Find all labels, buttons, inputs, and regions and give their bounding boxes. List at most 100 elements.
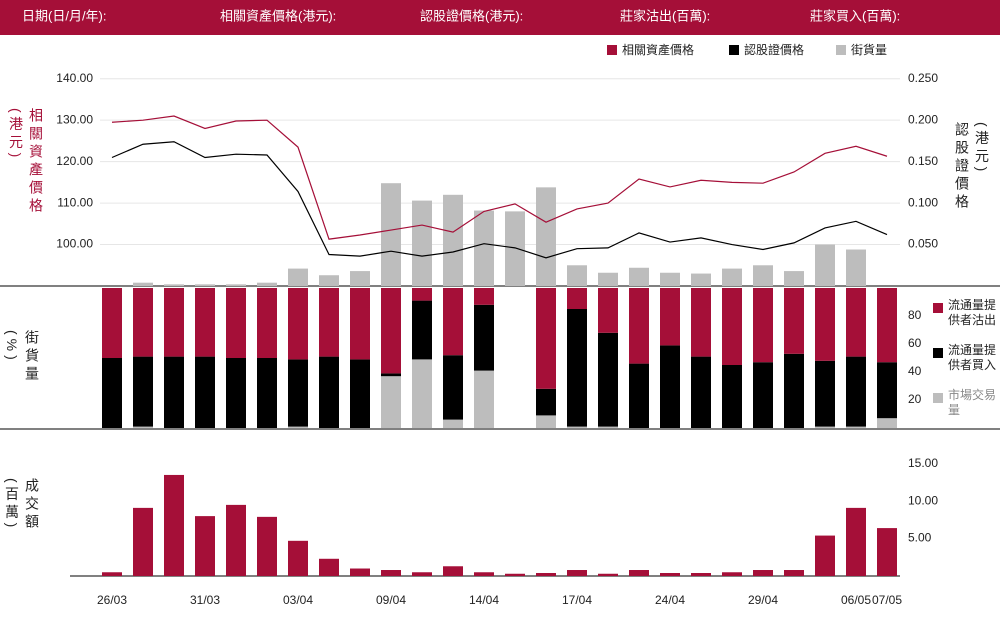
turnover-bar: [877, 528, 897, 576]
turnover-bar: [164, 474, 184, 576]
share-bar: [567, 288, 587, 309]
turnover-bar: [288, 540, 308, 576]
share-bar: [536, 288, 556, 389]
share-bar: [846, 426, 866, 428]
header-label: 莊家沽出(百萬):: [620, 8, 710, 23]
header-bar: [0, 0, 1000, 35]
y2-tick-label: 0.100: [908, 195, 938, 209]
share-bar: [288, 426, 308, 428]
x-tick-label: 24/04: [655, 593, 685, 607]
y-tick-label: 10.00: [908, 493, 938, 507]
share-bar: [474, 370, 494, 428]
y2-tick-label: 0.200: [908, 112, 938, 126]
y-axis-label: 相關資產價格(港元): [8, 108, 44, 216]
stock-bar: [536, 187, 556, 286]
header-label: 認股證價格(港元):: [420, 8, 523, 23]
share-bar: [598, 332, 618, 427]
share-bar: [784, 353, 804, 428]
share-bar: [722, 365, 742, 428]
share-bar: [381, 376, 401, 428]
stock-bar: [567, 265, 587, 286]
turnover-bar: [443, 566, 463, 576]
legend-swatch: [933, 348, 943, 358]
legend-swatch: [607, 45, 617, 55]
share-bar: [629, 288, 649, 364]
share-bar: [164, 288, 184, 357]
legend-label: 市場交易量: [948, 388, 997, 417]
legend-swatch: [933, 393, 943, 403]
stock-bar: [443, 194, 463, 286]
turnover-bar: [195, 516, 215, 576]
share-bar: [412, 359, 432, 428]
legend-swatch: [933, 303, 943, 313]
header-label: 相關資產價格(港元):: [220, 8, 336, 23]
share-bar: [474, 288, 494, 305]
share-bar: [133, 426, 153, 428]
turnover-bar: [536, 573, 556, 576]
stock-bar: [319, 275, 339, 286]
share-bar: [257, 358, 277, 428]
y-axis-label: 街貨量(%): [4, 330, 40, 384]
turnover-bar: [257, 516, 277, 576]
share-bar: [288, 288, 308, 360]
stock-bar: [691, 273, 711, 286]
y-tick-label: 40: [908, 364, 922, 378]
x-tick-label: 09/04: [376, 593, 406, 607]
share-bar: [226, 288, 246, 358]
stock-bar: [846, 249, 866, 286]
share-bar: [381, 373, 401, 377]
turnover-bar: [102, 572, 122, 576]
y-tick-label: 100.00: [56, 237, 93, 251]
turnover-bar: [598, 573, 618, 576]
y2-tick-label: 0.250: [908, 71, 938, 85]
price-line: [111, 115, 888, 240]
stock-bar: [629, 267, 649, 286]
share-bar: [815, 426, 835, 428]
legend-swatch: [836, 45, 846, 55]
y-tick-label: 5.00: [908, 531, 932, 545]
turnover-bar: [319, 558, 339, 576]
stock-bar: [753, 265, 773, 286]
turnover-bar: [133, 507, 153, 576]
stock-bar: [195, 284, 215, 286]
share-bar: [691, 356, 711, 428]
turnover-bar: [226, 504, 246, 576]
share-bar: [133, 356, 153, 427]
share-bar: [443, 419, 463, 428]
share-bar: [753, 288, 773, 363]
turnover-bar: [846, 507, 866, 576]
stock-bar: [226, 284, 246, 286]
turnover-bar: [505, 573, 525, 576]
share-bar: [846, 356, 866, 427]
stock-bar: [474, 210, 494, 286]
share-bar: [660, 345, 680, 428]
stock-bar: [660, 272, 680, 286]
share-bar: [815, 360, 835, 427]
y2-tick-label: 0.050: [908, 237, 938, 251]
share-bar: [412, 300, 432, 360]
share-bar: [567, 309, 587, 427]
legend-label: 相關資產價格: [622, 42, 694, 57]
stock-bar: [164, 284, 184, 286]
turnover-bar: [660, 573, 680, 576]
x-tick-label: 17/04: [562, 593, 592, 607]
turnover-bar: [784, 570, 804, 576]
y-tick-label: 20: [908, 392, 922, 406]
share-bar: [195, 288, 215, 357]
share-bar: [567, 426, 587, 428]
share-bar: [877, 362, 897, 419]
stock-bar: [784, 271, 804, 286]
header-label: 莊家買入(百萬):: [810, 8, 900, 23]
legend-label: 認股證價格: [744, 42, 804, 57]
turnover-bar: [381, 570, 401, 576]
x-tick-label: 14/04: [469, 593, 499, 607]
legend-swatch: [729, 45, 739, 55]
share-bar: [288, 359, 308, 427]
stock-bar: [722, 268, 742, 286]
share-bar: [226, 358, 246, 428]
x-tick-label: 06/05: [841, 593, 871, 607]
share-bar: [815, 288, 835, 361]
stock-bar: [288, 268, 308, 286]
header-label: 日期(日/月/年):: [22, 8, 107, 23]
